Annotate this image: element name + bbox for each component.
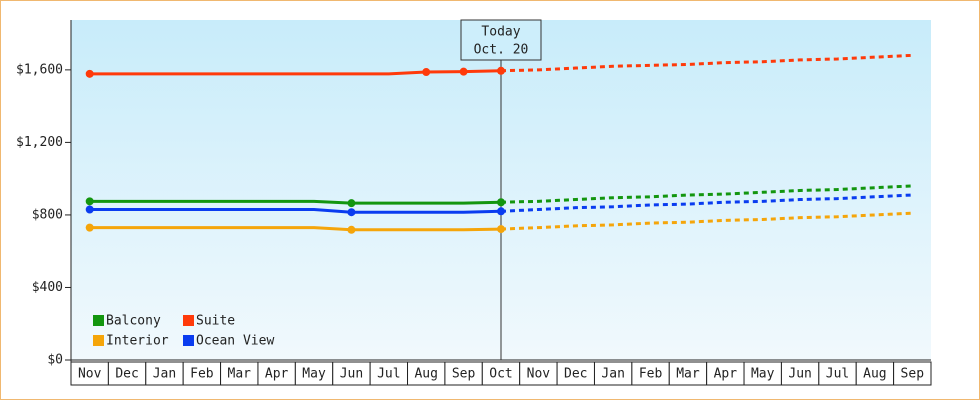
legend-swatch [183, 335, 194, 346]
point [422, 68, 431, 77]
legend-label: Ocean View [196, 334, 274, 349]
x-tick-label: Dec [115, 367, 138, 382]
forecast-line [500, 211, 913, 231]
point [347, 208, 356, 217]
point [85, 223, 94, 232]
x-tick-label: Dec [564, 367, 587, 382]
point [497, 207, 505, 216]
point [497, 66, 505, 75]
point [347, 199, 356, 208]
legend-label: Balcony [106, 314, 161, 329]
legend-swatch [93, 315, 104, 326]
point [85, 205, 94, 214]
y-tick-label: $800 [32, 207, 63, 222]
x-tick-label: Jun [340, 367, 363, 382]
x-tick-label: Aug [863, 367, 886, 382]
today-box [460, 19, 542, 61]
x-tick-label: Apr [265, 367, 289, 382]
point [85, 69, 94, 78]
point [347, 225, 356, 234]
y-tick-label: $1,200 [16, 135, 63, 150]
history-line [89, 69, 502, 76]
x-tick-label: Mar [228, 367, 252, 382]
x-tick-label: Feb [639, 367, 663, 382]
forecast-line [500, 53, 913, 73]
y-tick-label: $1,600 [16, 62, 63, 77]
x-tick-label: Jun [788, 367, 811, 382]
legend-swatch [93, 335, 104, 346]
x-tick-label: Aug [414, 367, 437, 382]
x-tick-label: Apr [714, 367, 738, 382]
history-line [89, 207, 502, 214]
x-tick-label: Sep [452, 367, 476, 382]
x-tick-label: Nov [527, 367, 551, 382]
point [85, 197, 94, 206]
forecast-line [500, 193, 913, 213]
x-tick-label: Jul [826, 367, 849, 382]
history-line [89, 199, 502, 205]
legend-label: Suite [196, 314, 235, 329]
today-label: Today [481, 25, 520, 40]
x-tick-label: Jan [601, 367, 624, 382]
x-tick-label: Sep [901, 367, 925, 382]
x-tick-label: May [302, 367, 326, 382]
x-tick-label: May [751, 367, 775, 382]
point [497, 198, 505, 207]
x-tick-label: Feb [190, 367, 214, 382]
legend-label: Interior [106, 334, 169, 349]
today-date: Oct. 20 [474, 43, 529, 58]
x-tick-label: Jul [377, 367, 400, 382]
y-tick-label: $0 [47, 353, 63, 368]
x-tick-label: Jan [153, 367, 176, 382]
forecast-line [500, 184, 913, 204]
point [497, 225, 505, 234]
y-tick-label: $400 [32, 280, 63, 295]
legend-swatch [183, 315, 194, 326]
history-line [89, 226, 502, 232]
x-tick-label: Oct [489, 367, 512, 382]
x-tick-cell [893, 361, 932, 386]
x-tick-label: Nov [78, 367, 102, 382]
point [459, 67, 468, 76]
x-tick-label: Mar [676, 367, 700, 382]
